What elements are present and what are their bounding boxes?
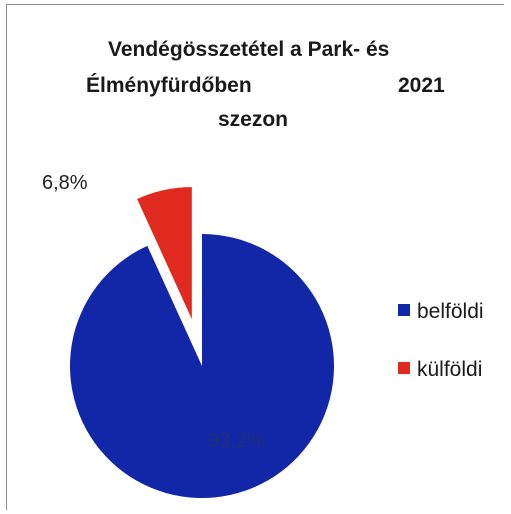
legend-swatch-belfoldi xyxy=(398,304,410,317)
chart-title-line-3: szezon xyxy=(218,108,289,131)
chart-title-line-1: Vendégösszetétel a Park- és xyxy=(108,38,390,61)
legend-label-kulfoldi: külföldi xyxy=(417,358,483,381)
legend-swatch-kulfoldi xyxy=(398,362,410,375)
data-label-belfoldi: 93,2% xyxy=(208,430,265,452)
data-label-kulfoldi: 6,8% xyxy=(42,172,88,194)
pie-slice-belfoldi xyxy=(69,234,334,499)
chart-title-year: 2021 xyxy=(398,74,445,97)
chart-frame xyxy=(6,4,504,510)
chart-title-line-2: Élményfürdőben xyxy=(86,74,252,97)
legend: belföldi külföldi xyxy=(398,300,484,416)
pie-slice-kulfoldi xyxy=(137,187,192,320)
legend-label-belfoldi: belföldi xyxy=(417,300,484,323)
legend-item-belfoldi: belföldi xyxy=(398,300,484,326)
legend-item-kulfoldi: külföldi xyxy=(398,358,484,384)
